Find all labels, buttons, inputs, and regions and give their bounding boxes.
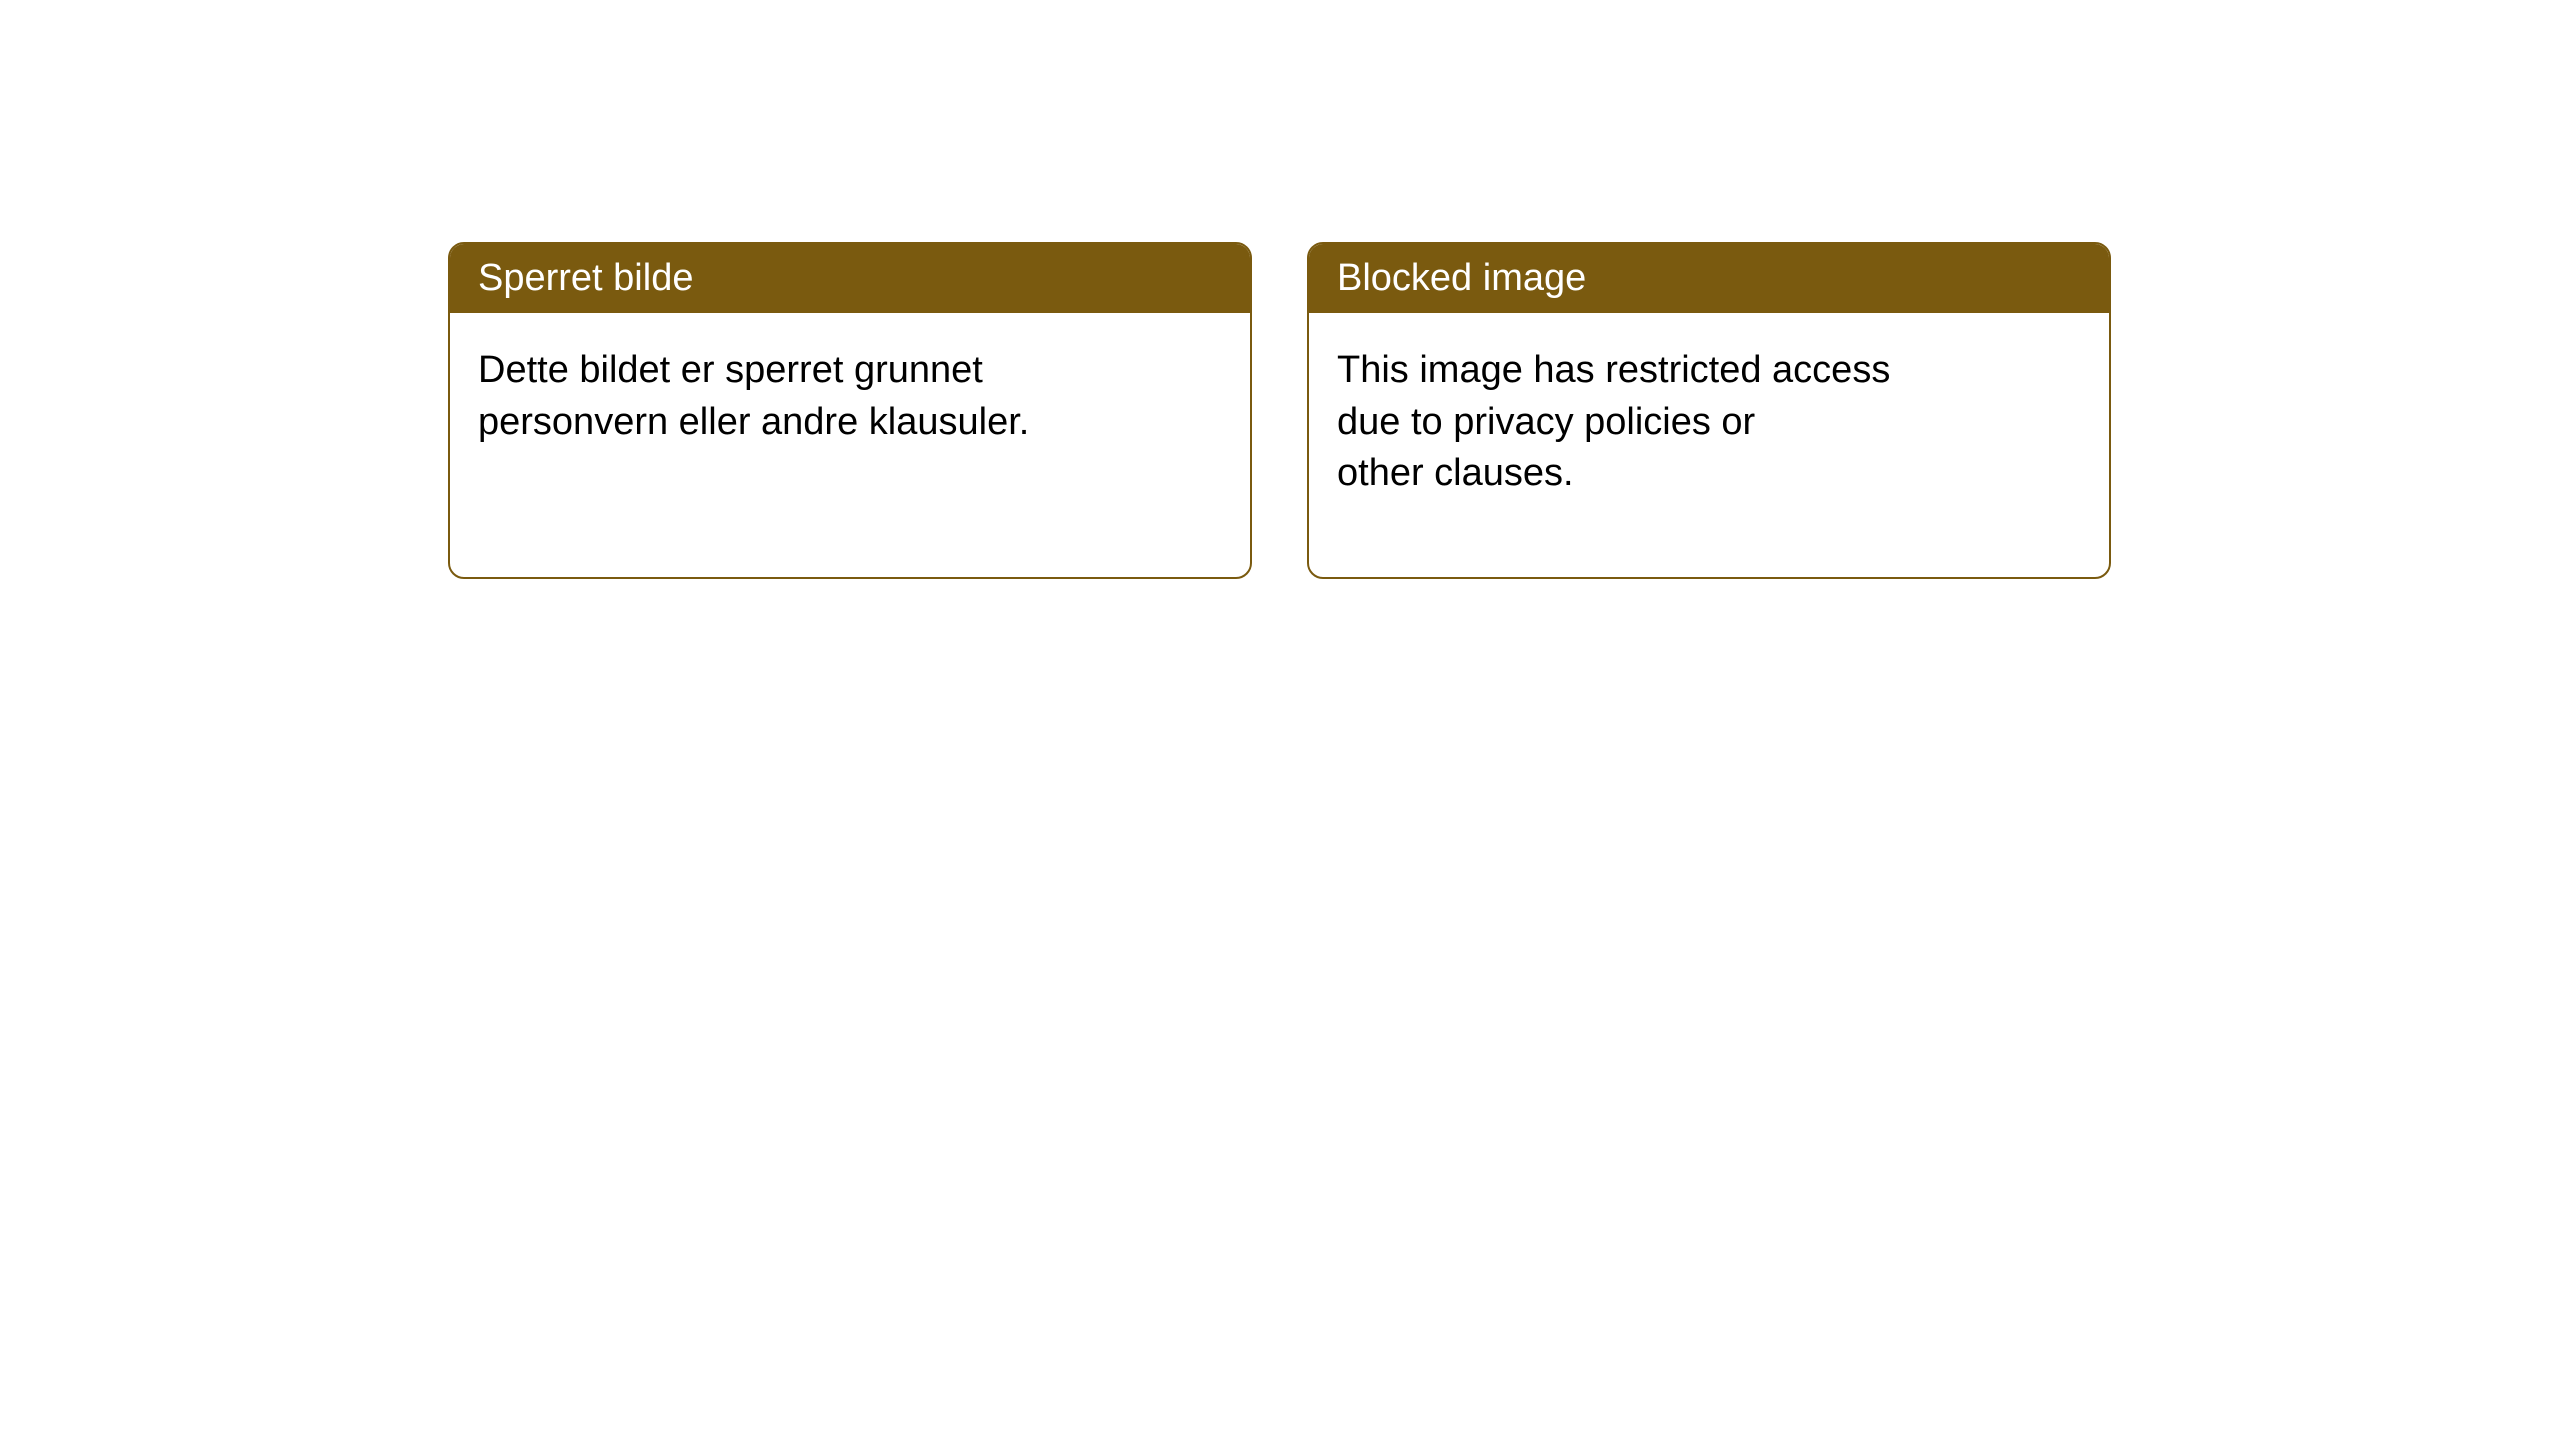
notice-header-english: Blocked image [1309, 244, 2109, 313]
notice-body-english: This image has restricted access due to … [1309, 313, 2109, 531]
notice-card-english: Blocked image This image has restricted … [1307, 242, 2111, 579]
notice-card-norwegian: Sperret bilde Dette bildet er sperret gr… [448, 242, 1252, 579]
notice-header-norwegian: Sperret bilde [450, 244, 1250, 313]
notice-body-norwegian: Dette bildet er sperret grunnet personve… [450, 313, 1250, 480]
notice-container: Sperret bilde Dette bildet er sperret gr… [0, 0, 2560, 579]
